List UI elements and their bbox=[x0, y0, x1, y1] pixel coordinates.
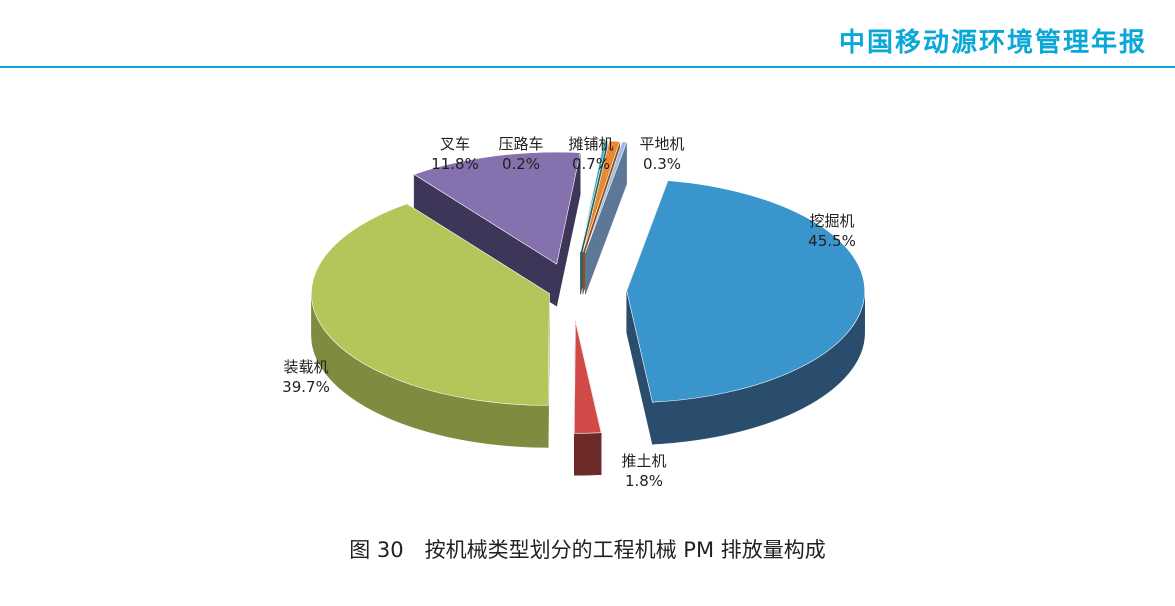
slice-top-6 bbox=[585, 141, 628, 253]
slice-top-0 bbox=[626, 180, 866, 403]
slice-top-1 bbox=[573, 321, 602, 434]
slice-name-label: 摊铺机 bbox=[568, 135, 613, 153]
slice-top-3 bbox=[413, 151, 581, 265]
slice-name-label: 装载机 bbox=[283, 358, 328, 376]
slice-name-label: 压路车 bbox=[498, 135, 543, 153]
figure-caption: 图 30 按机械类型划分的工程机械 PM 排放量构成 bbox=[349, 538, 826, 562]
pie-slice-1 bbox=[573, 321, 602, 476]
slice-name-label: 推土机 bbox=[621, 452, 666, 470]
pie-slice-6 bbox=[585, 141, 628, 295]
slice-name-label: 叉车 bbox=[440, 135, 470, 153]
slice-value-label: 0.7% bbox=[572, 155, 610, 173]
slice-value-label: 0.3% bbox=[643, 155, 681, 173]
pie-chart: 挖掘机 45.5% 推土机 1.8% 装载机 39.7% 叉车 11.8% 压路车 0.2% 摊铺机… bbox=[282, 135, 866, 490]
slice-value-label: 0.2% bbox=[502, 155, 540, 173]
slice-top-2 bbox=[311, 203, 550, 406]
pie-slice-2 bbox=[311, 203, 550, 448]
slice-name-label: 平地机 bbox=[639, 135, 684, 153]
slice-value-label: 1.8% bbox=[625, 472, 663, 490]
pie-slice-0 bbox=[626, 180, 866, 445]
slice-outer-wall bbox=[574, 432, 602, 476]
header-divider bbox=[0, 66, 1175, 68]
slice-top-5 bbox=[582, 140, 621, 253]
report-title: 中国移动源环境管理年报 bbox=[838, 28, 1147, 58]
slice-value-label: 39.7% bbox=[282, 378, 330, 396]
slice-value-label: 45.5% bbox=[808, 232, 856, 250]
slice-top-4 bbox=[580, 140, 608, 253]
slice-name-label: 挖掘机 bbox=[809, 212, 854, 230]
slice-value-label: 11.8% bbox=[431, 155, 479, 173]
